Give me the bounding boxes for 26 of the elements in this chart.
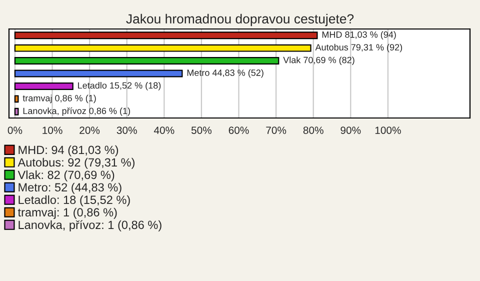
x-tick-label: 90% (340, 126, 361, 134)
legend-label: MHD: 94 (81,03 %) (18, 145, 118, 156)
x-tick-label: 0% (8, 126, 22, 134)
legend-label: Metro: 52 (44,83 %) (18, 182, 122, 194)
chart-title: Jakou hromadnou dopravou cestujete? (126, 14, 354, 26)
x-tick-label: 40% (154, 126, 174, 134)
legend-label: Lanovka, přívoz: 1 (0,86 %) (18, 220, 162, 232)
data-label: Autobus 79,31 % (92) (315, 44, 402, 52)
legend-label: Letadlo: 18 (15,52 %) (18, 195, 130, 206)
data-label: Letadlo 15,52 % (18) (78, 82, 161, 90)
legend-label: tramvaj: 1 (0,86 %) (18, 208, 117, 219)
x-tick-label: 70% (266, 126, 286, 134)
x-tick-label: 60% (228, 126, 249, 134)
data-label: Lanovka, přívoz 0,86 % (1) (23, 107, 130, 116)
x-tick-label: 10% (42, 126, 62, 134)
data-label: Vlak 70,69 % (82) (283, 56, 354, 65)
x-tick-label: 50% (191, 126, 212, 134)
data-label: Metro 44,83 % (52) (187, 69, 264, 78)
data-label: MHD 81,03 % (94) (322, 31, 396, 40)
legend-label: Autobus: 92 (79,31 %) (18, 158, 134, 169)
legend-label: Vlak: 82 (70,69 %) (18, 170, 114, 182)
data-label: tramvaj 0,86 % (1) (22, 94, 96, 104)
x-tick-label: 30% (116, 126, 137, 134)
x-tick-label: 80% (303, 126, 324, 134)
x-tick-label: 20% (80, 126, 100, 134)
x-tick-label: 100% (375, 126, 401, 134)
